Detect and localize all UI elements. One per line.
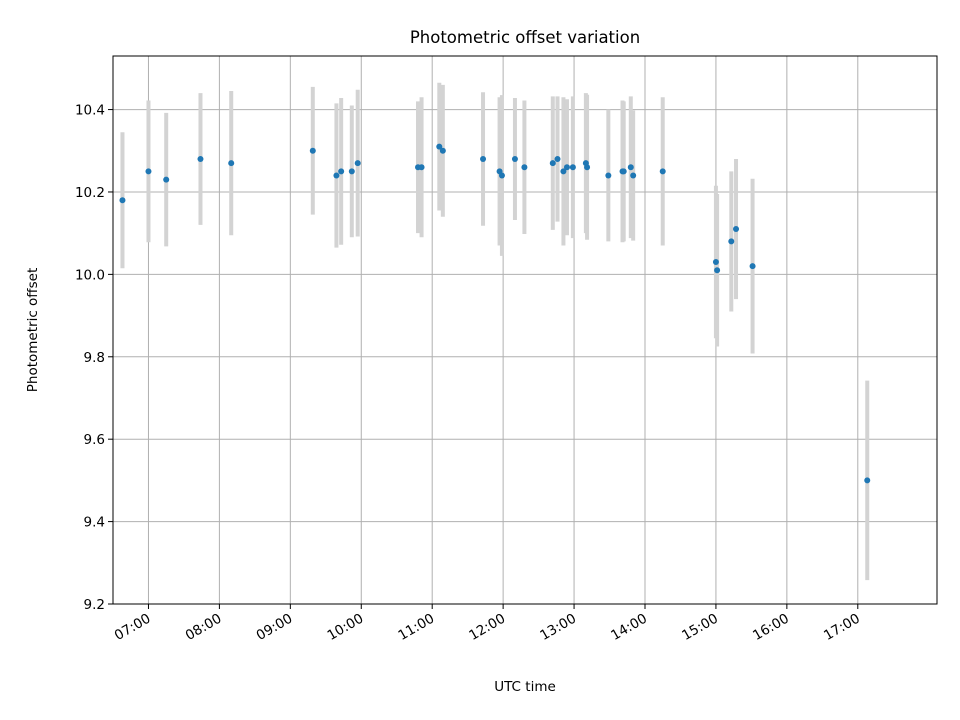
y-tick-label: 10.2 — [75, 185, 105, 201]
data-point — [659, 168, 666, 175]
data-point — [354, 160, 361, 167]
chart-title: Photometric offset variation — [410, 28, 640, 47]
data-point — [563, 164, 570, 171]
data-point — [348, 168, 355, 175]
data-point — [228, 160, 235, 167]
data-point — [733, 226, 740, 233]
data-point — [309, 147, 316, 154]
data-point — [511, 156, 518, 163]
data-point — [620, 168, 627, 175]
data-point — [569, 164, 576, 171]
y-tick-label: 9.4 — [84, 515, 105, 531]
y-tick-label: 9.6 — [84, 432, 105, 448]
data-point — [498, 172, 505, 179]
data-point — [627, 164, 634, 171]
data-point — [119, 197, 126, 204]
y-axis-ticks: 9.2 9.4 9.6 9.8 10.0 10.2 10.4 — [75, 103, 113, 613]
y-tick-label: 9.8 — [84, 350, 105, 366]
grid — [113, 56, 937, 605]
data-point — [439, 147, 446, 154]
y-axis-label: Photometric offset — [25, 268, 41, 392]
y-tick-label: 10.0 — [75, 267, 105, 283]
data-point — [549, 160, 556, 167]
data-point — [712, 259, 719, 266]
data-point — [554, 156, 561, 163]
data-point — [630, 172, 637, 179]
data-point — [436, 143, 443, 150]
y-tick-label: 9.2 — [84, 597, 105, 613]
plot-frame — [112, 55, 938, 605]
data-point — [749, 263, 756, 270]
data-point — [333, 172, 340, 179]
data-point — [197, 156, 204, 163]
data-point — [418, 164, 425, 171]
data-points — [119, 143, 871, 484]
data-point — [338, 168, 345, 175]
data-point — [864, 477, 871, 484]
data-point — [714, 267, 721, 274]
data-point — [480, 156, 487, 163]
data-point — [521, 164, 528, 171]
data-point — [584, 164, 591, 171]
data-point — [728, 238, 735, 245]
y-tick-label: 10.4 — [75, 103, 105, 119]
data-point — [145, 168, 152, 175]
data-point — [560, 168, 567, 175]
x-axis-label: UTC time — [494, 679, 556, 695]
data-point — [163, 176, 170, 183]
data-point — [605, 172, 612, 179]
